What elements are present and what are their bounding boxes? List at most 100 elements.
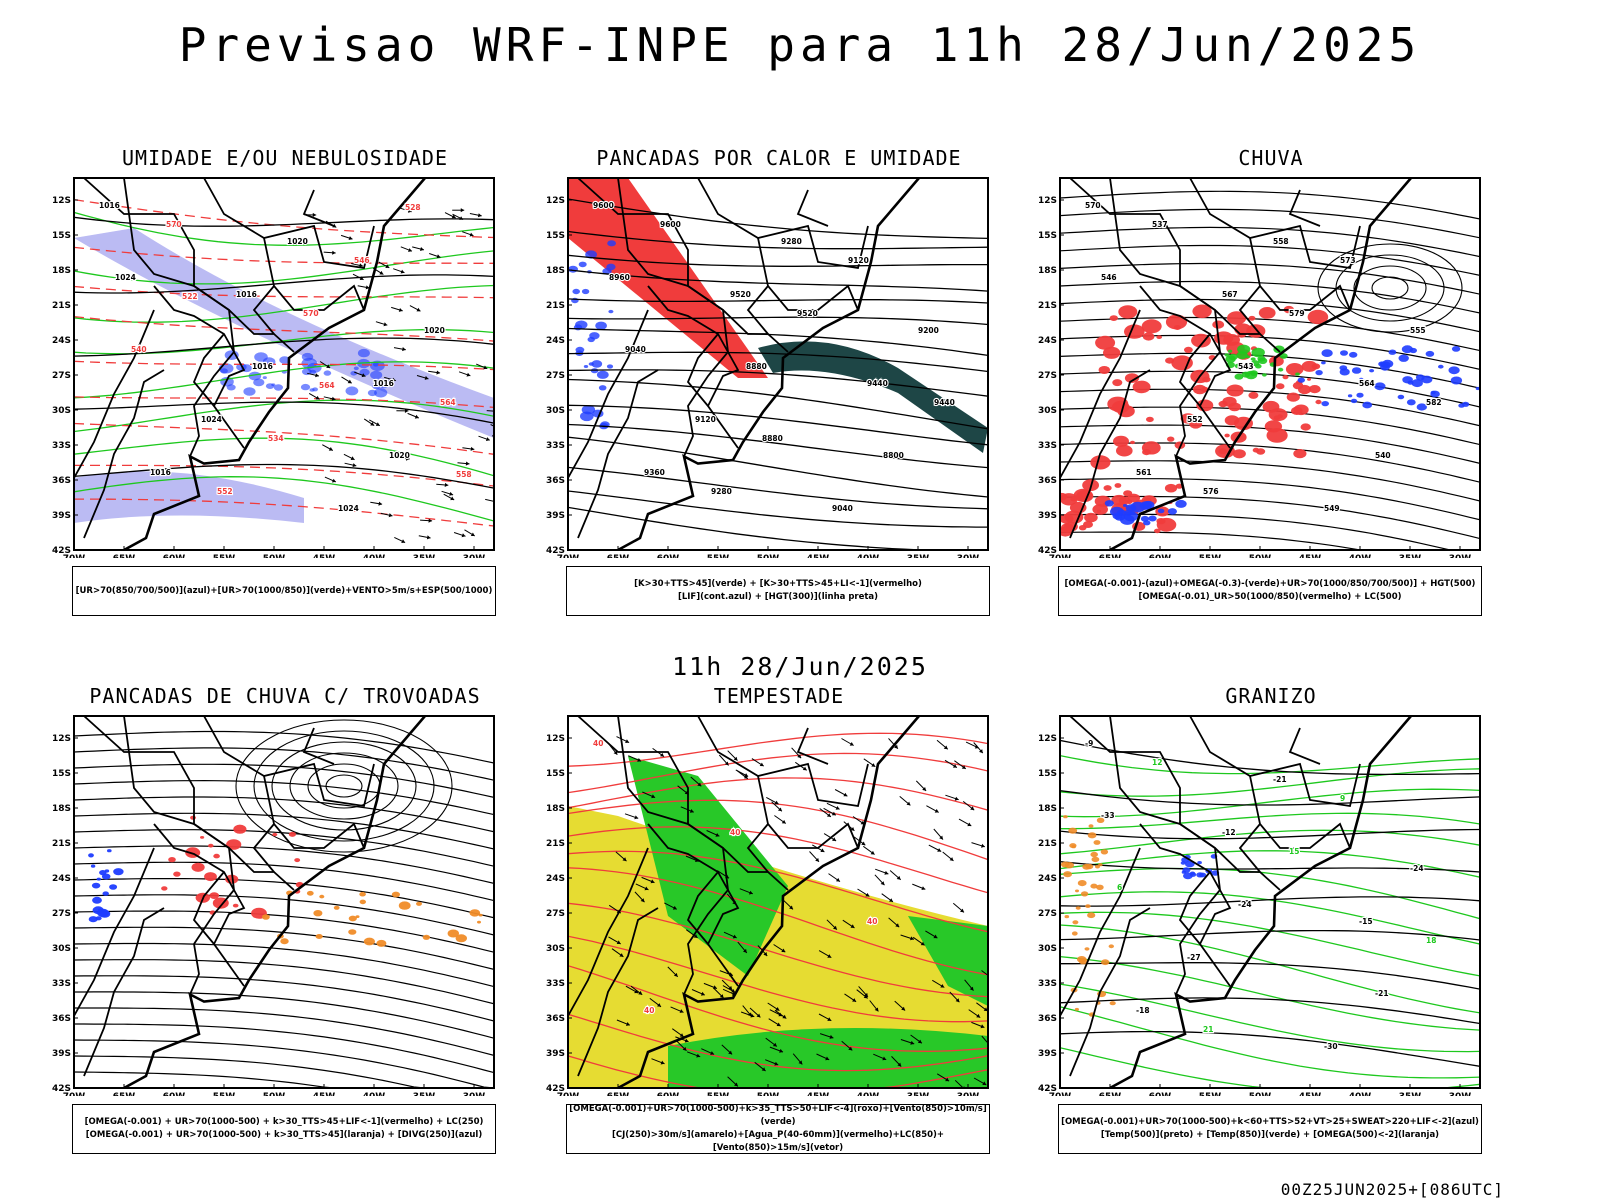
- x-tick-label: 60W: [657, 1092, 680, 1096]
- contour-label: 582: [1426, 398, 1442, 407]
- contour-label: 40: [644, 1006, 654, 1015]
- y-tick-label: 30S: [52, 406, 71, 416]
- contour-label: 8960: [609, 273, 630, 282]
- panel-title: PANCADAS DE CHUVA C/ TROVOADAS: [89, 684, 481, 708]
- y-tick-label: 39S: [546, 1049, 565, 1059]
- x-tick-label: 35W: [413, 554, 436, 558]
- x-tick-label: 30W: [1449, 1092, 1472, 1096]
- panel-title: UMIDADE E/OU NEBULOSIDADE: [121, 146, 449, 170]
- contour-label: 9280: [781, 237, 802, 246]
- weather-map: 12S 15S 18S 21S 24S 27S 30S 33S 36S 39S 42S70W 65W 6…: [52, 176, 500, 558]
- y-tick-label: 15S: [52, 231, 71, 241]
- contour-label: 1020: [424, 326, 445, 335]
- legend-line: [OMEGA(-0.001) + UR>70(1000-500) + k>30_…: [84, 1117, 484, 1127]
- x-tick-label: 50W: [757, 1092, 780, 1096]
- x-tick-label: 65W: [113, 554, 136, 558]
- x-tick-label: 35W: [1399, 554, 1422, 558]
- x-tick-label: 60W: [657, 554, 680, 558]
- contour-label: 1016: [252, 362, 273, 371]
- contour-label: 576: [1203, 487, 1219, 496]
- y-tick-label: 24S: [1038, 874, 1057, 884]
- panel-legend: [OMEGA(-0.001)+UR>70(1000-500)+k>35_TTS>…: [566, 1104, 990, 1154]
- contour-label: 8880: [746, 362, 767, 371]
- panel-legend: [OMEGA(-0.001)+UR>70(1000-500)+k<60+TTS>…: [1058, 1104, 1482, 1154]
- contour-label: 546: [354, 256, 370, 265]
- x-tick-label: 40W: [857, 554, 880, 558]
- y-tick-label: 30S: [1038, 944, 1057, 954]
- contour-label: 8800: [883, 451, 904, 460]
- contour-label: 21: [1203, 1025, 1213, 1034]
- contour-label: 558: [1273, 237, 1289, 246]
- contour-label: 546: [1101, 273, 1117, 282]
- x-tick-label: 50W: [757, 554, 780, 558]
- y-tick-label: 18S: [546, 266, 565, 276]
- y-tick-label: 18S: [52, 266, 71, 276]
- y-tick-label: 27S: [52, 371, 71, 381]
- y-tick-label: 15S: [546, 231, 565, 241]
- legend-line: [K>30+TTS>45](verde) + [K>30+TTS>45+LI<-…: [634, 579, 922, 589]
- x-tick-label: 60W: [163, 1092, 186, 1096]
- x-tick-label: 50W: [1249, 554, 1272, 558]
- y-tick-label: 12S: [52, 734, 71, 744]
- contour-label: 9120: [848, 256, 869, 265]
- y-tick-label: 39S: [1038, 511, 1057, 521]
- contour-label: 15: [1289, 847, 1299, 856]
- contour-label: -24: [1410, 864, 1424, 873]
- x-tick-label: 40W: [363, 1092, 386, 1096]
- x-tick-label: 45W: [1299, 1092, 1322, 1096]
- contour-label: -33: [1101, 811, 1115, 820]
- y-tick-label: 36S: [546, 1014, 565, 1024]
- y-tick-label: 15S: [1038, 231, 1057, 241]
- contour-label: 549: [1324, 504, 1340, 513]
- contour-label: 9040: [625, 345, 646, 354]
- x-tick-label: 30W: [463, 1092, 486, 1096]
- x-tick-label: 30W: [1449, 554, 1472, 558]
- contour-label: -9: [1085, 739, 1093, 748]
- contour-label: 1016: [373, 379, 394, 388]
- contour-label: 552: [1187, 415, 1203, 424]
- y-tick-label: 39S: [52, 1049, 71, 1059]
- x-tick-label: 35W: [907, 1092, 930, 1096]
- x-tick-label: 65W: [607, 554, 630, 558]
- panel-legend: [K>30+TTS>45](verde) + [K>30+TTS>45+LI<-…: [566, 566, 990, 616]
- y-tick-label: 39S: [546, 511, 565, 521]
- y-tick-label: 15S: [1038, 769, 1057, 779]
- x-tick-label: 40W: [1349, 554, 1372, 558]
- map-svg: 12S 15S 18S 21S 24S 27S 30S 33S 36S 39S 42S70W 65W 6…: [546, 177, 989, 558]
- contour-label: 564: [440, 398, 456, 407]
- y-tick-label: 21S: [52, 301, 71, 311]
- x-tick-label: 40W: [857, 1092, 880, 1096]
- contour-label: -18: [1136, 1006, 1150, 1015]
- contour-label: 534: [268, 434, 284, 443]
- x-tick-label: 50W: [263, 1092, 286, 1096]
- contour-label: 570: [166, 220, 182, 229]
- x-tick-label: 45W: [807, 554, 830, 558]
- contour-label: -21: [1375, 989, 1389, 998]
- y-tick-label: 42S: [1038, 1084, 1057, 1094]
- x-tick-label: 40W: [363, 554, 386, 558]
- y-tick-label: 36S: [1038, 476, 1057, 486]
- contour-label: 1024: [338, 504, 359, 513]
- x-tick-label: 60W: [163, 554, 186, 558]
- contour-label: -15: [1359, 917, 1373, 926]
- y-tick-label: 36S: [52, 476, 71, 486]
- x-tick-label: 70W: [63, 554, 86, 558]
- panel-legend: [UR>70(850/700/500)](azul)+[UR>70(1000/8…: [72, 566, 496, 616]
- y-tick-label: 15S: [52, 769, 71, 779]
- y-tick-label: 24S: [546, 874, 565, 884]
- x-tick-label: 30W: [463, 554, 486, 558]
- y-tick-label: 30S: [52, 944, 71, 954]
- x-tick-label: 55W: [707, 1092, 730, 1096]
- contour-label: 564: [319, 381, 335, 390]
- contour-label: 570: [1085, 201, 1101, 210]
- x-tick-label: 60W: [1149, 1092, 1172, 1096]
- legend-line: [Temp(500)](preto) + [Temp(850)](verde) …: [1100, 1130, 1440, 1140]
- y-tick-label: 33S: [52, 979, 71, 989]
- x-tick-label: 55W: [213, 554, 236, 558]
- contour-label: 564: [1359, 379, 1375, 388]
- weather-map: 12S 15S 18S 21S 24S 27S 30S 33S 36S 39S 42S70W 65W 6…: [1038, 176, 1486, 558]
- y-tick-label: 27S: [546, 371, 565, 381]
- contour-label: 579: [1289, 309, 1305, 318]
- contour-label: 9120: [695, 415, 716, 424]
- contour-label: 40: [593, 739, 603, 748]
